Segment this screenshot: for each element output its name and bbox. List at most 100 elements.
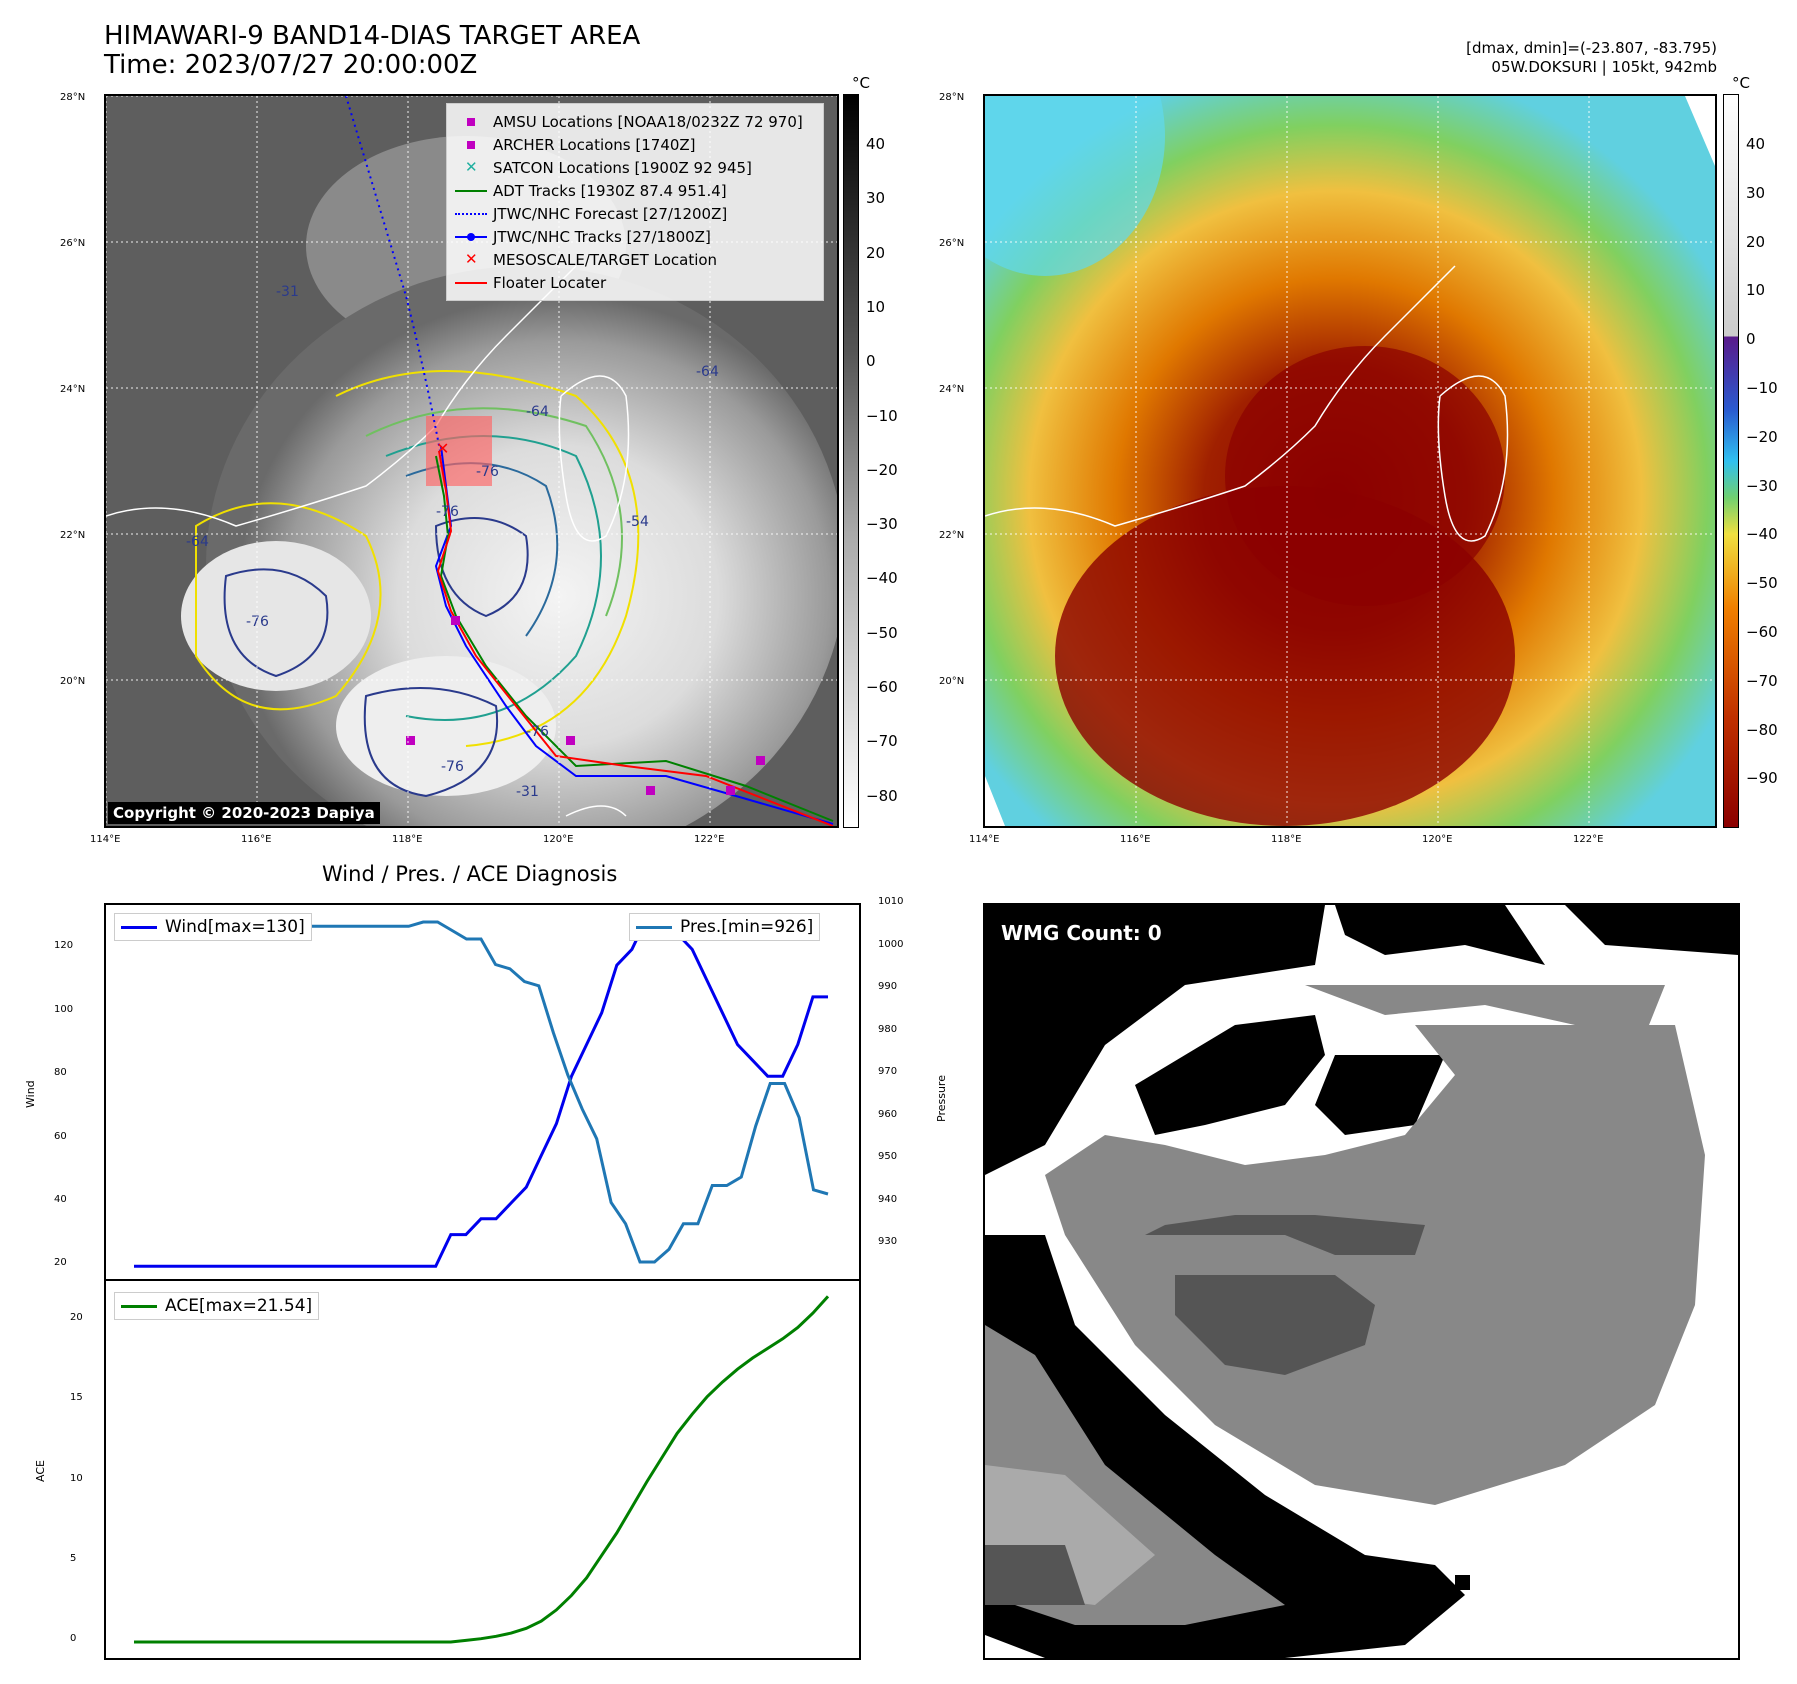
colorbar-tick-label: −40 — [1746, 525, 1778, 544]
svg-text:✕: ✕ — [436, 439, 449, 458]
ace-legend: ACE[max=21.54] — [114, 1292, 320, 1320]
lat-tick-label: 26°N — [939, 238, 965, 249]
wind-axis-label: Wind — [24, 1080, 37, 1108]
color-map-image — [985, 96, 1715, 826]
color-map-panel — [983, 94, 1717, 828]
lat-tick-label: 24°N — [60, 384, 86, 395]
legend-entry: ✕ MESOSCALE/TARGET Location — [455, 248, 815, 271]
ace-tick-label: 15 — [70, 1392, 83, 1404]
wind-tick-label: 40 — [54, 1193, 67, 1205]
colorbar-tick-label: −70 — [1746, 671, 1778, 690]
pressure-tick-label: 990 — [878, 981, 898, 992]
contour-labels: -64 -64 -76 -76 -76 -76 -54 -31 -31 -64 … — [186, 284, 719, 800]
colorbar-tick-label: −80 — [866, 786, 898, 805]
wind-legend-swatch — [121, 925, 157, 929]
ace-axis-label: ACE — [34, 1460, 47, 1482]
colorbar-tick-label: −50 — [866, 623, 898, 642]
colorbar-tick-label: −60 — [866, 678, 898, 696]
colorbar-tick-label: 20 — [1746, 232, 1766, 251]
colorbar-tick-label: 10 — [1746, 281, 1766, 300]
colorbar-tick-label: −80 — [1746, 720, 1778, 739]
lon-tick-label: 116°E — [1120, 834, 1151, 845]
pressure-tick-label: 940 — [878, 1193, 898, 1205]
ace-panel — [104, 1279, 861, 1660]
lat-tick-label: 22°N — [939, 530, 965, 541]
legend-entry: JTWC/NHC Forecast [27/1200Z] — [455, 202, 815, 225]
legend-entry: ARCHER Locations [1740Z] — [455, 133, 815, 156]
ace-legend-swatch — [121, 1304, 157, 1308]
ace-plot — [134, 1295, 830, 1644]
legend-symbol — [455, 183, 487, 199]
lon-tick-label: 116°E — [241, 834, 272, 845]
pressure-axis-label: Pressure — [935, 1075, 948, 1122]
pressure-tick-label: 960 — [878, 1108, 898, 1120]
legend-symbol — [455, 137, 487, 153]
svg-text:-76: -76 — [436, 504, 459, 520]
lat-tick-label: 28°N — [939, 92, 965, 103]
colorbar-tick-label: −70 — [866, 732, 898, 751]
colorbar-tick-label: 10 — [866, 297, 886, 316]
legend-label: AMSU Locations [NOAA18/0232Z 72 970] — [493, 112, 803, 131]
legend-label: Floater Locater — [493, 273, 607, 292]
lat-tick-label: 20°N — [60, 676, 86, 687]
wind-tick-label: 60 — [54, 1130, 67, 1142]
pressure-legend-swatch — [636, 925, 672, 929]
wind-series-line — [134, 916, 828, 1268]
svg-text:-64: -64 — [186, 534, 209, 550]
ace-tick-label: 10 — [70, 1472, 83, 1484]
lon-tick-label: 120°E — [543, 834, 574, 845]
legend-label: JTWC/NHC Forecast [27/1200Z] — [493, 204, 728, 223]
wind-pressure-plot — [134, 916, 829, 1268]
lon-tick-label: 114°E — [969, 834, 1000, 845]
svg-text:-76: -76 — [441, 759, 464, 775]
color-colorbar — [1723, 94, 1739, 828]
color-colorbar-unit: °C — [1732, 74, 1750, 92]
lon-tick-label: 118°E — [1271, 834, 1302, 845]
colorbar-tick-label: 30 — [1746, 183, 1766, 202]
ace-tick-label: 5 — [70, 1552, 77, 1564]
ace-legend-label: ACE[max=21.54] — [165, 1296, 313, 1316]
copyright-label: Copyright © 2020-2023 Dapiya — [108, 802, 380, 824]
legend-entry: Floater Locater — [455, 271, 815, 294]
pressure-tick-label: 1000 — [878, 938, 904, 950]
legend-symbol — [455, 114, 487, 130]
legend-label: SATCON Locations [1900Z 92 945] — [493, 158, 752, 177]
lat-tick-label: 26°N — [60, 238, 86, 249]
colorbar-tick-label: −60 — [1746, 623, 1778, 641]
ir-colorbar-unit: °C — [852, 74, 870, 92]
pressure-tick-label: 930 — [878, 1236, 898, 1247]
pressure-tick-label: 980 — [878, 1023, 898, 1035]
pressure-tick-label: 950 — [878, 1151, 898, 1162]
colorbar-tick-label: −10 — [1746, 379, 1778, 397]
legend-entry: ✕ SATCON Locations [1900Z 92 945] — [455, 156, 815, 179]
pressure-tick-label: 1010 — [878, 896, 904, 907]
wmg-image — [985, 905, 1738, 1658]
legend-symbol — [455, 229, 487, 245]
wind-pressure-panel — [104, 903, 861, 1281]
colorbar-tick-label: −10 — [866, 406, 898, 425]
lat-tick-label: 22°N — [60, 530, 86, 541]
ir-legend: AMSU Locations [NOAA18/0232Z 72 970] ARCH… — [446, 103, 824, 301]
legend-label: ADT Tracks [1930Z 87.4 951.4] — [493, 181, 727, 200]
svg-text:-31: -31 — [276, 284, 299, 300]
colorbar-tick-label: −50 — [1746, 574, 1778, 593]
legend-symbol — [455, 206, 487, 222]
wind-legend: Wind[max=130] — [114, 913, 312, 941]
lon-tick-label: 122°E — [1573, 834, 1604, 845]
stats-line: [dmax, dmin]=(-23.807, -83.795) — [1466, 39, 1717, 57]
lon-tick-label: 120°E — [1422, 834, 1453, 845]
colorbar-tick-label: −20 — [866, 460, 898, 479]
colorbar-tick-label: −30 — [1746, 476, 1778, 495]
pressure-tick-label: 970 — [878, 1066, 898, 1077]
colorbar-tick-label: −90 — [1746, 769, 1778, 788]
colorbar-tick-label: −40 — [866, 569, 898, 588]
legend-symbol: ✕ — [465, 157, 478, 176]
wind-tick-label: 100 — [54, 1003, 74, 1015]
wind-tick-label: 80 — [54, 1067, 67, 1079]
lat-tick-label: 20°N — [939, 676, 965, 687]
colorbar-tick-label: 40 — [1746, 135, 1766, 153]
diagnosis-title: Wind / Pres. / ACE Diagnosis — [322, 862, 618, 886]
legend-label: JTWC/NHC Tracks [27/1800Z] — [493, 227, 711, 246]
colorbar-tick-label: 20 — [866, 243, 886, 262]
legend-symbol: ✕ — [465, 249, 478, 268]
